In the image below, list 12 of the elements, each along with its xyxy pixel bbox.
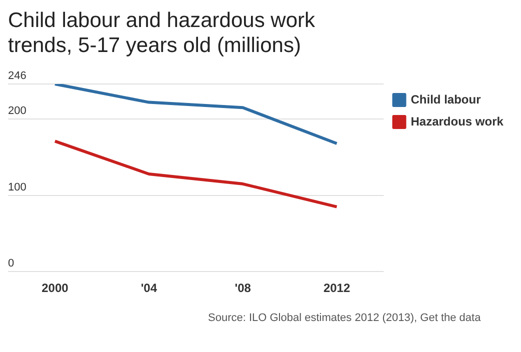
source-note: Source: ILO Global estimates 2012 (2013), Get the data [208,312,482,324]
x-tick-label: '08 [234,281,252,296]
x-tick-label: 2000 [42,281,69,296]
y-tick-label: 0 [8,258,14,270]
x-tick-label: 2012 [323,281,350,296]
y-tick-label: 246 [8,70,26,82]
chart-title: Child labour and hazardous work trends, 5-17 years old (millions) [8,8,316,58]
y-tick-label: 200 [8,105,26,118]
x-tick-label: '04 [140,281,158,296]
legend-label: Child labour [410,92,482,106]
legend-label: Hazardous work [410,114,504,128]
y-tick-label: 100 [8,181,26,194]
